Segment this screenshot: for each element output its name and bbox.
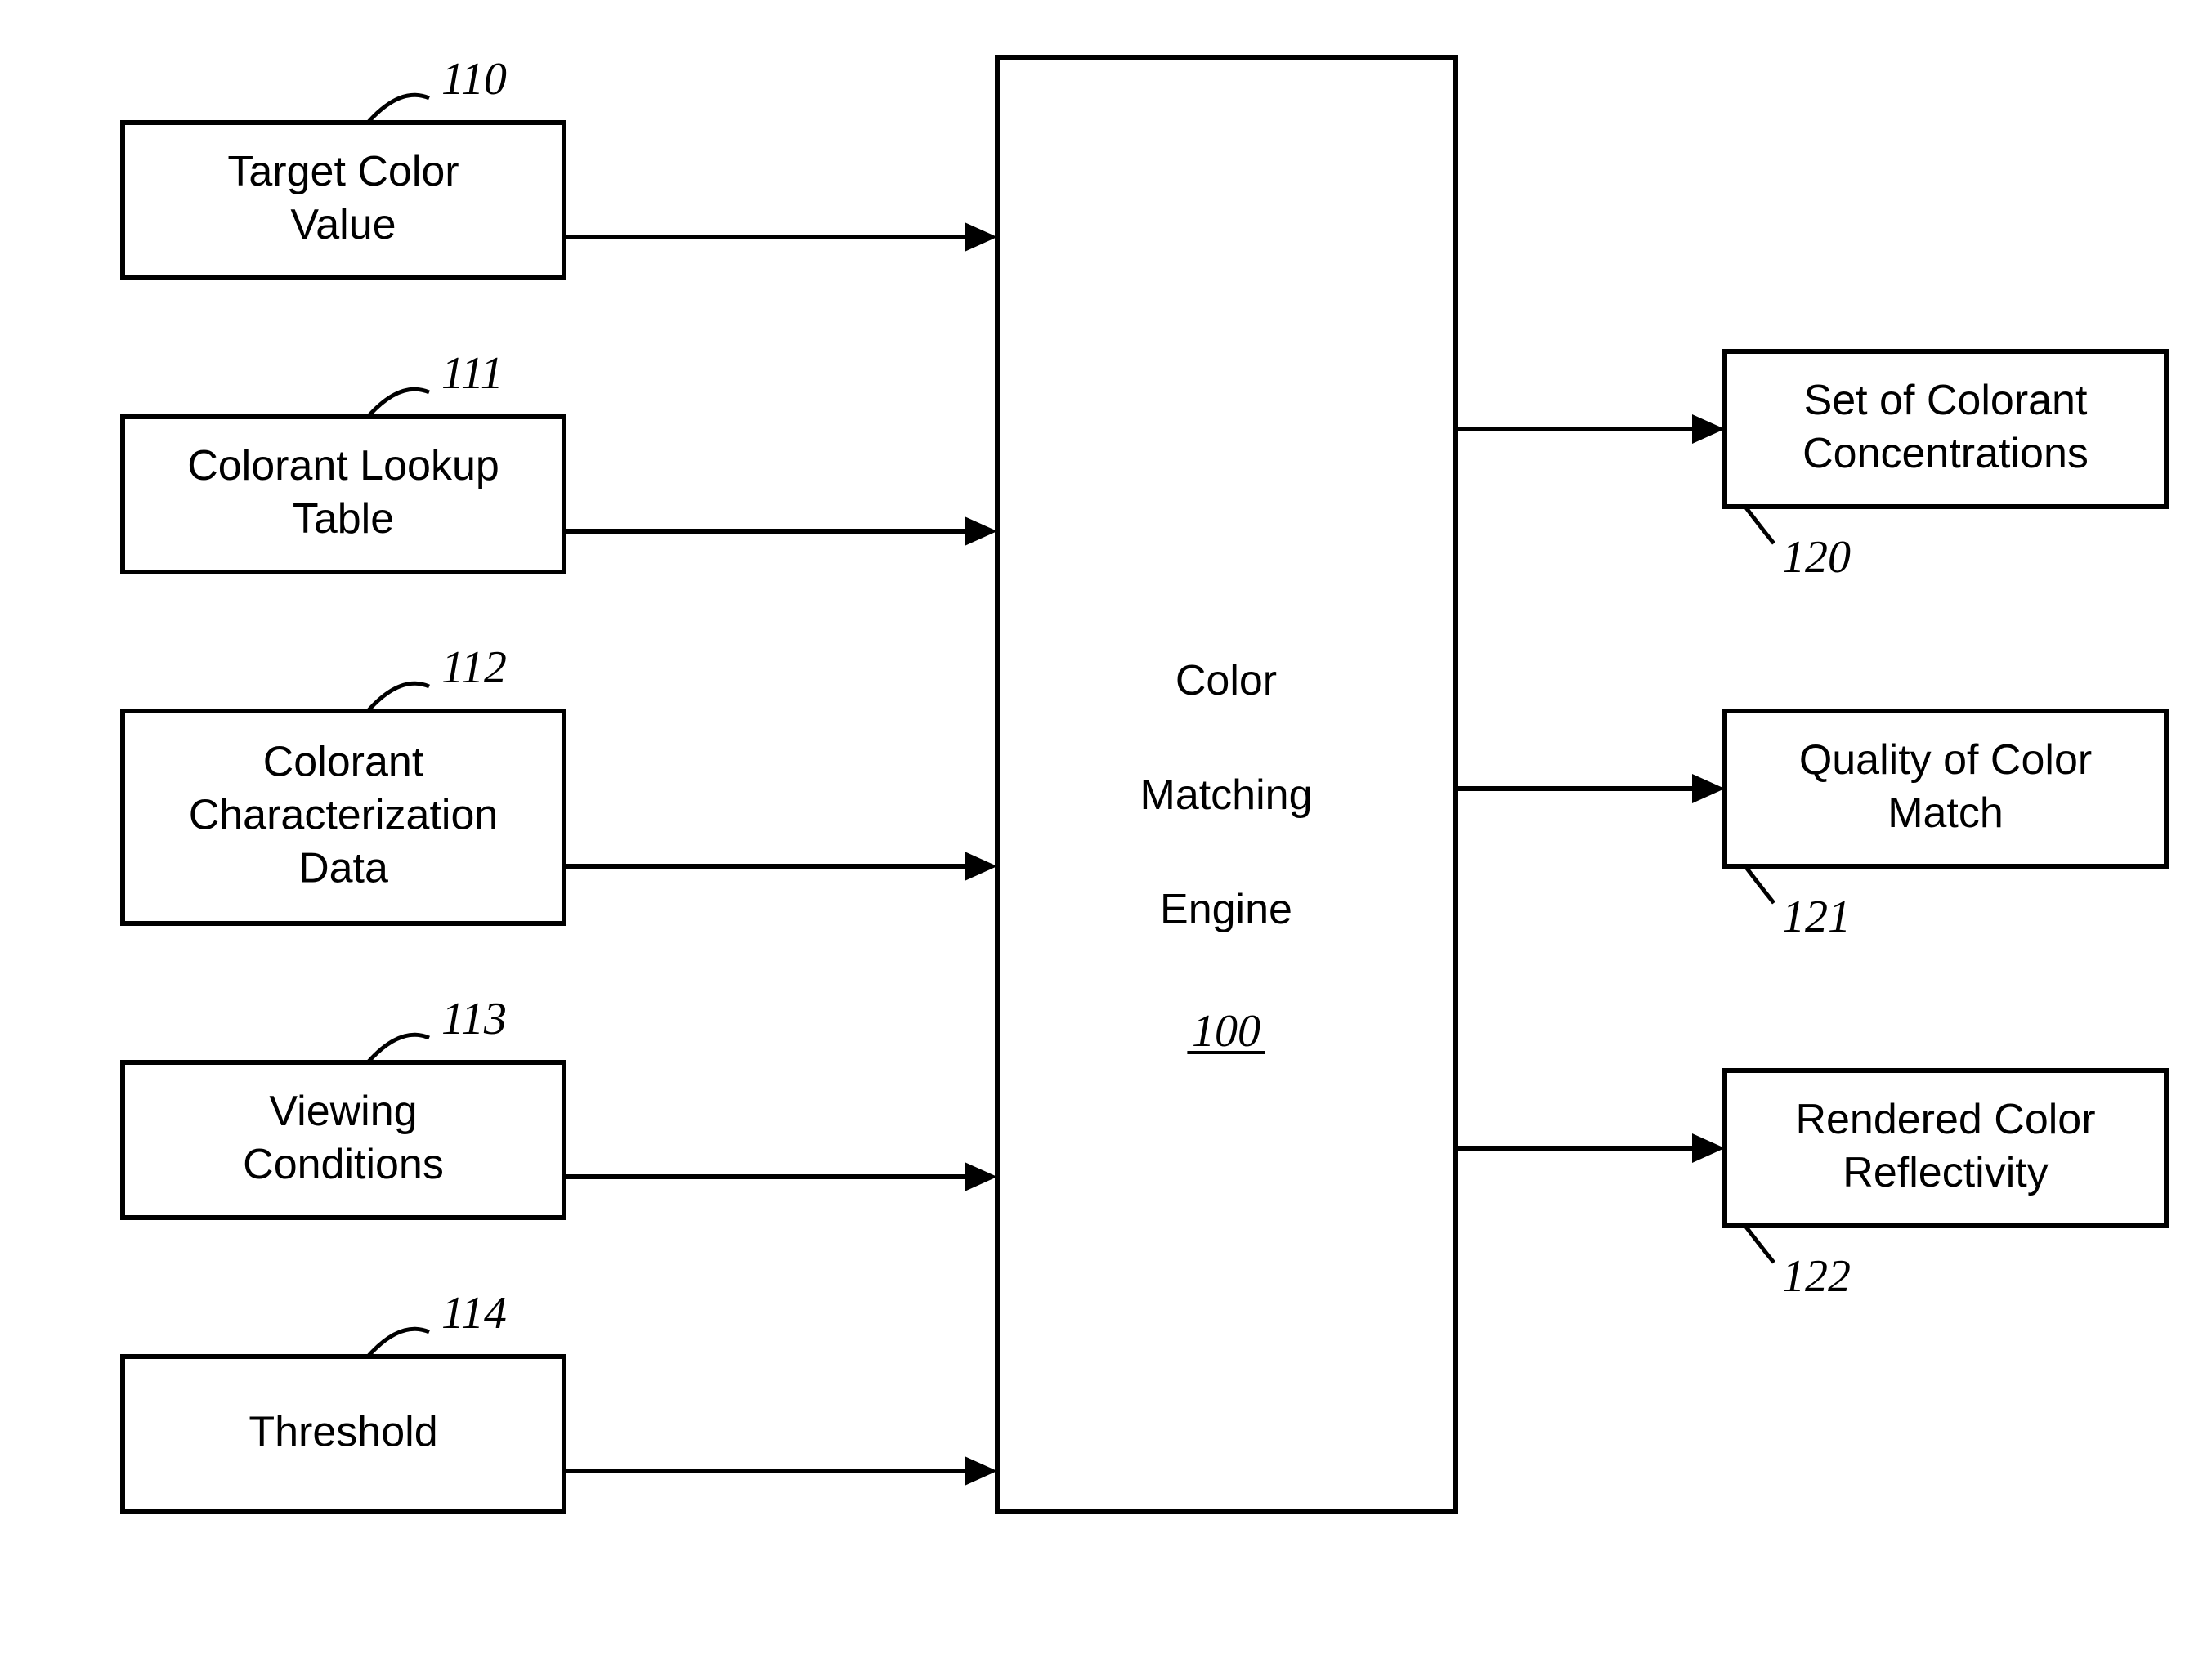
svg-text:100: 100: [1192, 1006, 1260, 1057]
svg-text:Matching: Matching: [1140, 771, 1313, 819]
svg-text:120: 120: [1782, 532, 1851, 583]
svg-text:Set of Colorant: Set of Colorant: [1804, 377, 2088, 424]
svg-text:Colorant: Colorant: [263, 738, 424, 785]
svg-text:Threshold: Threshold: [249, 1408, 437, 1455]
svg-text:111: 111: [441, 348, 504, 399]
svg-text:Characterization: Characterization: [189, 791, 499, 838]
svg-text:114: 114: [441, 1288, 507, 1339]
svg-text:110: 110: [441, 54, 507, 105]
diagram-canvas: Color Matching Engine 100 Target Color Value 1…: [0, 0, 2212, 1663]
svg-text:122: 122: [1782, 1251, 1851, 1302]
svg-text:Reflectivity: Reflectivity: [1843, 1149, 2048, 1196]
svg-text:Viewing: Viewing: [269, 1088, 417, 1135]
svg-text:112: 112: [441, 642, 507, 693]
svg-text:Concentrations: Concentrations: [1802, 430, 2089, 477]
svg-text:113: 113: [441, 994, 507, 1044]
svg-text:121: 121: [1782, 892, 1851, 942]
svg-text:Rendered Color: Rendered Color: [1795, 1096, 2095, 1143]
svg-text:Engine: Engine: [1160, 886, 1292, 933]
svg-text:Color: Color: [1175, 657, 1277, 704]
svg-text:Match: Match: [1887, 789, 2004, 837]
svg-text:Conditions: Conditions: [243, 1141, 444, 1188]
svg-text:Quality of Color: Quality of Color: [1799, 736, 2092, 784]
svg-text:Colorant Lookup: Colorant Lookup: [187, 442, 499, 490]
svg-text:Table: Table: [293, 495, 394, 543]
svg-text:Data: Data: [298, 844, 388, 892]
svg-text:Target Color: Target Color: [227, 148, 459, 195]
svg-text:Value: Value: [290, 201, 396, 248]
